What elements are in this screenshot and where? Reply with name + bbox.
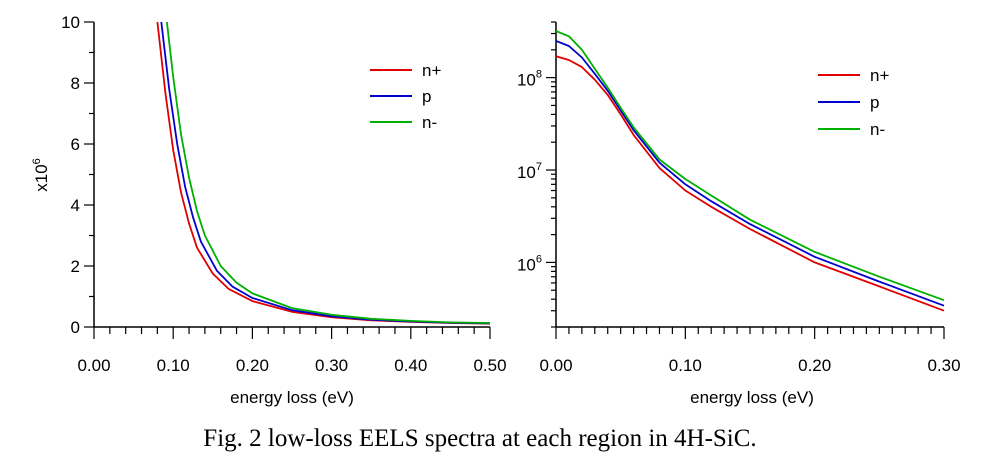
- right-y-tick-label: 106: [517, 253, 542, 274]
- left-y-tick-label: 0: [71, 318, 80, 337]
- right-y-tick-label: 107: [517, 161, 542, 182]
- right-x-tick-label: 0.00: [539, 356, 572, 375]
- series-line-n-: [555, 30, 945, 302]
- legend-label: n-: [422, 113, 437, 132]
- left-x-tick-label: 0.30: [315, 356, 348, 375]
- right-x-tick-label: 0.20: [798, 356, 831, 375]
- left-y-tick-label: 2: [71, 257, 80, 276]
- legend-label: n+: [422, 61, 441, 80]
- left-legend: n+ p n-: [370, 61, 441, 132]
- left-y-axis-title-exp: 6: [31, 158, 43, 164]
- right-legend: n+ p n-: [818, 66, 889, 139]
- series-line-n-: [166, 21, 491, 324]
- right-x-tick-label: 0.30: [927, 356, 960, 375]
- series-line-n+: [555, 55, 945, 312]
- figure-caption: Fig. 2 low-loss EELS spectra at each reg…: [203, 425, 756, 452]
- left-x-tick-label: 0.10: [157, 356, 190, 375]
- right-x-axis-title: energy loss (eV): [690, 388, 814, 407]
- legend-label: p: [422, 87, 431, 106]
- right-axes: [546, 21, 945, 339]
- left-series-lines: [156, 21, 491, 325]
- legend-label: n-: [870, 120, 885, 139]
- left-y-axis-title: x106: [31, 158, 51, 192]
- right-y-tick-label: 108: [517, 69, 542, 90]
- left-chart: 0.00 0.10 0.20 0.30 0.40 0.50 0 2 4 6 8 10 energy l…: [31, 13, 507, 407]
- left-y-tick-label: 8: [71, 74, 80, 93]
- left-y-tick-label: 6: [71, 135, 80, 154]
- right-series-lines: [555, 30, 945, 312]
- left-y-tick-label: 10: [61, 13, 80, 32]
- left-x-tick-label: 0.20: [236, 356, 269, 375]
- series-line-p: [555, 40, 945, 307]
- right-x-tick-label: 0.10: [669, 356, 702, 375]
- left-x-tick-label: 0.50: [473, 356, 506, 375]
- left-y-tick-label: 4: [71, 196, 80, 215]
- left-y-axis-title-base: x10: [32, 164, 51, 191]
- left-x-axis-title: energy loss (eV): [230, 388, 354, 407]
- legend-label: p: [870, 93, 879, 112]
- left-x-tick-label: 0.40: [394, 356, 427, 375]
- legend-label: n+: [870, 66, 889, 85]
- left-axes: [84, 21, 491, 339]
- right-tick-labels: 0.00 0.10 0.20 0.30 106 107 108: [517, 69, 961, 375]
- right-chart: 0.00 0.10 0.20 0.30 106 107 108 energy loss (e…: [517, 21, 961, 407]
- left-x-tick-label: 0.00: [77, 356, 110, 375]
- left-tick-labels: 0.00 0.10 0.20 0.30 0.40 0.50 0 2 4 6 8 10: [61, 13, 506, 375]
